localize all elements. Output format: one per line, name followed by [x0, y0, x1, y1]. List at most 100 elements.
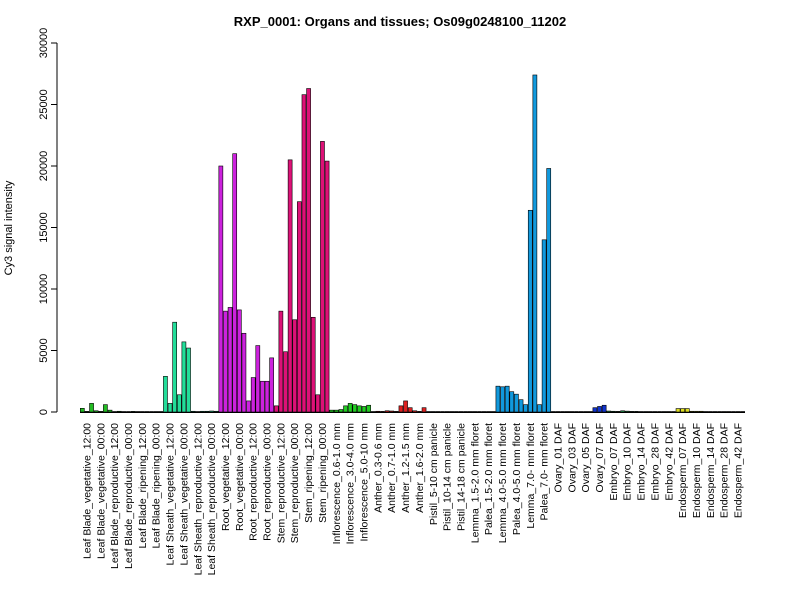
bar: [620, 410, 625, 413]
bar: [458, 411, 464, 413]
bar: [657, 411, 662, 413]
bar: [712, 411, 718, 413]
bar: [592, 407, 598, 413]
bar: [564, 411, 570, 413]
bar: [578, 411, 584, 413]
bar: [273, 405, 279, 413]
bar: [380, 411, 385, 413]
bar: [394, 411, 399, 413]
x-tick-label: Pistil_5-10 cm panicle: [428, 423, 440, 525]
x-tick-label: Ovary_07 DAF: [594, 423, 606, 492]
x-tick-label: Root_reproductive_12:00: [248, 423, 260, 541]
bar: [237, 309, 242, 413]
bar: [333, 409, 339, 413]
bar: [523, 404, 528, 413]
bar: [735, 411, 741, 413]
y-axis-label: Cy3 signal intensity: [3, 180, 15, 275]
bar: [357, 405, 362, 413]
x-tick-label: Pistil_10-14 cm panicle: [442, 423, 454, 531]
bar: [435, 411, 441, 413]
y-tick-label: 25000: [38, 89, 50, 120]
y-tick-label: 15000: [38, 212, 50, 243]
x-tick-label: Endosperm_28 DAF: [719, 423, 731, 518]
bar: [624, 410, 630, 413]
bar: [509, 391, 515, 413]
x-tick-label: Stem_ripening_12:00: [303, 423, 315, 523]
bar: [306, 88, 311, 413]
x-tick-label: Lemma_7.0- mm floret: [525, 423, 537, 529]
bar: [176, 394, 182, 413]
bar: [366, 404, 371, 413]
bar: [347, 403, 353, 413]
bar: [412, 410, 418, 413]
x-tick-label: Embryo_42 DAF: [663, 423, 675, 501]
x-tick-label: Inflorescence_3.0-4.0 mm: [345, 423, 357, 545]
x-tick-label: Leaf Blade_reproductive_00:00: [123, 423, 135, 569]
x-tick-label: Anther_1.2-1.5 mm: [400, 423, 412, 513]
bars-layer: [80, 74, 745, 413]
x-tick-label: Inflorescence_5.0-10 mm: [359, 423, 371, 542]
bar: [698, 410, 704, 413]
bar: [430, 411, 436, 413]
bar: [726, 411, 732, 413]
bar: [643, 411, 649, 413]
bar: [527, 209, 533, 413]
x-tick-label: Leaf Sheath_vegetative_12:00: [165, 423, 177, 566]
y-axis: 0 5000 10000 15000 20000 25000 30000: [38, 28, 58, 415]
bar: [278, 310, 284, 413]
bar: [454, 411, 459, 413]
bar: [126, 411, 131, 413]
bar: [84, 411, 90, 413]
bar: [338, 409, 344, 413]
bar: [403, 400, 408, 413]
bar: [500, 386, 505, 413]
bar: [648, 411, 653, 413]
x-tick-label: Embryo_14 DAF: [636, 423, 648, 501]
bar: [574, 411, 579, 413]
x-tick-label: Anther_0.3-0.6 mm: [372, 423, 384, 513]
bar: [440, 411, 445, 413]
bar: [352, 404, 358, 413]
bar: [638, 411, 644, 413]
bar: [398, 405, 404, 413]
x-tick-label: Stem_reproductive_00:00: [289, 423, 301, 543]
bar: [671, 411, 676, 413]
x-tick-label: Palea_1.5-2.0 mm floret: [483, 423, 495, 535]
bar: [721, 411, 727, 413]
bar: [717, 411, 722, 413]
bar: [209, 410, 214, 413]
bar: [297, 201, 302, 413]
x-tick-label: Ovary_05 DAF: [580, 423, 592, 492]
bar: [652, 411, 658, 413]
bar: [546, 168, 552, 413]
bar: [689, 410, 695, 413]
x-tick-label: Anther_1.6-2.0 mm: [414, 423, 426, 513]
bar: [153, 411, 159, 413]
bar: [89, 403, 94, 413]
bar: [167, 403, 173, 413]
bar: [80, 408, 85, 413]
bar: [634, 411, 639, 413]
bar: [246, 400, 251, 413]
bar: [172, 321, 177, 413]
bar: [661, 411, 667, 413]
bar: [417, 411, 422, 413]
bar: [223, 310, 228, 413]
bar: [384, 410, 390, 413]
x-tick-label: Lemma_1.5-2.0 mm floret: [469, 423, 481, 543]
x-tick-label: Endosperm_10 DAF: [691, 423, 703, 518]
bar: [343, 405, 348, 413]
bar: [269, 357, 274, 413]
bar: [606, 410, 612, 413]
x-tick-label: Embryo_28 DAF: [649, 423, 661, 501]
x-tick-label: Endosperm_42 DAF: [733, 423, 745, 518]
bar: [504, 385, 510, 413]
bar: [426, 411, 431, 413]
bar: [241, 332, 247, 413]
bar: [486, 411, 492, 413]
x-tick-label: Endosperm_07 DAF: [677, 423, 689, 518]
bar: [708, 411, 713, 413]
x-tick-label: Leaf Blade_vegetative_12:00: [81, 423, 93, 559]
bar: [181, 341, 187, 413]
bar: [324, 160, 330, 413]
